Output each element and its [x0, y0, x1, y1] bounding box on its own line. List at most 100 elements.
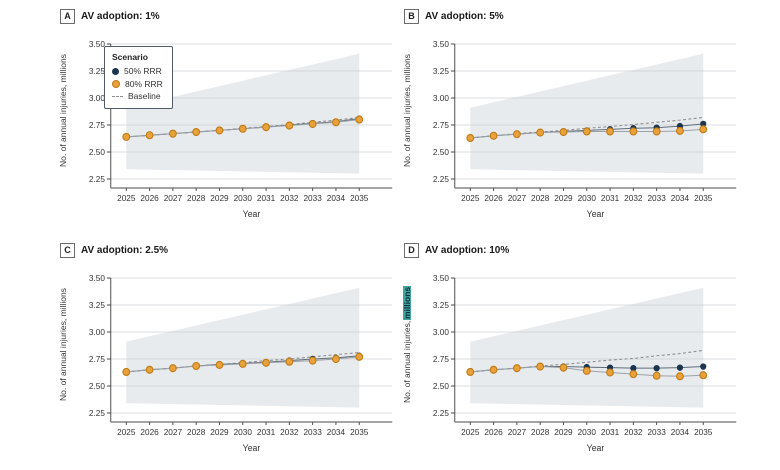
- y-axis-tick-label: 2.75: [433, 120, 449, 130]
- panel-b: B AV adoption: 5% No. of annual injuries…: [400, 6, 748, 228]
- data-point-80rrr: [582, 366, 591, 375]
- x-axis-tick-label: 2027: [508, 193, 527, 203]
- chart-canvas-a: 3.50 3.25 3.00 2.75 2.50 2.25 2025 2026 2027 2028…: [89, 39, 393, 219]
- data-point-80rrr: [168, 364, 177, 373]
- data-point-80rrr: [192, 361, 201, 371]
- panel-header: A AV adoption: 1%: [60, 8, 404, 24]
- x-axis-tick-label: 2025: [117, 193, 136, 203]
- legend-label-80rrr: 80% RRR: [125, 78, 163, 89]
- y-axis-label: No. of annual injuries, millions: [56, 28, 70, 193]
- y-axis-tick-label: 2.50: [433, 147, 449, 157]
- legend-item-80rrr: 80% RRR: [112, 78, 163, 91]
- data-point-80rrr: [238, 359, 247, 368]
- y-axis-tick-label: 3.00: [89, 327, 105, 337]
- data-point-50rrr: [676, 364, 684, 371]
- data-point-80rrr: [606, 127, 614, 136]
- x-axis-tick-label: 2033: [647, 193, 666, 203]
- data-point-80rrr: [215, 360, 224, 369]
- data-point-80rrr: [559, 363, 568, 372]
- x-axis-tick-label: 2034: [327, 427, 346, 437]
- confidence-band: [126, 53, 360, 174]
- data-point-80rrr: [699, 125, 708, 134]
- x-axis-title: Year: [243, 209, 261, 219]
- x-axis-tick-label: 2029: [554, 427, 573, 437]
- x-axis-tick-label: 2032: [280, 427, 299, 437]
- x-axis-tick-label: 2032: [624, 193, 643, 203]
- y-axis-tick-label: 2.25: [89, 408, 105, 418]
- data-point-80rrr: [262, 123, 270, 132]
- data-point-80rrr: [122, 367, 131, 377]
- x-axis-title: Year: [587, 443, 605, 453]
- y-axis-tick-label: 3.50: [89, 39, 105, 49]
- y-axis-tick-label: 2.50: [433, 381, 449, 391]
- data-point-80rrr: [489, 365, 498, 374]
- x-axis-tick-label: 2025: [117, 427, 136, 437]
- x-axis-tick-label: 2028: [531, 193, 550, 203]
- legend-label-50rrr: 50% RRR: [124, 65, 162, 76]
- y-axis-tick-label: 3.50: [89, 273, 105, 283]
- data-point-80rrr: [262, 358, 270, 367]
- x-axis-title: Year: [587, 209, 605, 219]
- data-point-80rrr: [536, 128, 545, 137]
- x-axis-tick-label: 2032: [624, 427, 643, 437]
- x-axis-tick-label: 2026: [484, 427, 503, 437]
- y-axis-tick-label: 2.25: [89, 174, 105, 184]
- data-point-80rrr: [355, 352, 364, 361]
- legend-item-baseline: Baseline: [112, 90, 163, 103]
- x-axis-tick-label: 2032: [280, 193, 299, 203]
- legend-marker-baseline-icon: [112, 96, 123, 98]
- panel-title: AV adoption: 2.5%: [81, 244, 169, 256]
- panel-header: D AV adoption: 10%: [404, 242, 748, 258]
- data-point-80rrr: [466, 133, 475, 143]
- legend-title: Scenario: [112, 52, 148, 62]
- legend-marker-80rrr-icon: [112, 79, 120, 88]
- x-axis-tick-label: 2033: [647, 427, 666, 437]
- x-axis-tick-label: 2035: [350, 193, 369, 203]
- y-axis-tick-label: 2.75: [89, 120, 105, 130]
- panel-title: AV adoption: 1%: [81, 10, 160, 22]
- x-axis-tick-label: 2030: [234, 427, 253, 437]
- data-point-80rrr: [238, 124, 247, 133]
- x-axis-tick-label: 2025: [461, 427, 480, 437]
- data-point-80rrr: [582, 127, 591, 136]
- panel-letter-badge: D: [404, 242, 419, 258]
- data-point-80rrr: [466, 367, 475, 377]
- y-axis-tick-label: 3.25: [433, 300, 449, 310]
- x-axis-tick-label: 2034: [671, 427, 690, 437]
- y-axis-label-text: No. of annual injuries, millions: [401, 54, 412, 167]
- y-axis-tick-label: 3.00: [433, 93, 449, 103]
- x-axis-tick-label: 2030: [578, 427, 597, 437]
- x-axis-tick-label: 2031: [257, 427, 276, 437]
- data-point-80rrr: [536, 362, 545, 371]
- x-axis-tick-label: 2033: [303, 193, 322, 203]
- y-axis-tick-label: 3.00: [89, 93, 105, 103]
- data-point-80rrr: [355, 115, 364, 124]
- data-point-50rrr: [700, 120, 707, 128]
- y-axis-label: No. of annual injuries, millions: [400, 262, 414, 427]
- y-axis-label-text: No. of annual injuries, millions: [57, 54, 68, 167]
- y-axis-label: No. of annual injuries, millions: [56, 262, 70, 427]
- y-axis-label-text: No. of annual injuries, millions: [57, 288, 68, 401]
- data-point-80rrr: [652, 127, 661, 136]
- data-point-80rrr: [629, 370, 638, 379]
- y-axis-tick-label: 2.75: [89, 354, 105, 364]
- confidence-band: [470, 53, 704, 174]
- y-axis-tick-label: 2.75: [433, 354, 449, 364]
- panel-a: A AV adoption: 1% No. of annual injuries…: [56, 6, 404, 228]
- x-axis-tick-label: 2030: [578, 193, 597, 203]
- x-axis-tick-label: 2029: [210, 193, 229, 203]
- data-point-80rrr: [285, 121, 294, 130]
- x-axis-tick-label: 2035: [694, 427, 713, 437]
- x-axis-tick-label: 2028: [187, 193, 206, 203]
- data-point-80rrr: [285, 357, 294, 366]
- y-axis-label: No. of annual injuries, millions: [400, 28, 414, 193]
- data-point-80rrr: [145, 365, 154, 374]
- confidence-band: [470, 287, 704, 408]
- panel-letter-badge: A: [60, 8, 75, 24]
- y-axis-tick-label: 3.25: [433, 66, 449, 76]
- x-axis-tick-label: 2033: [303, 427, 322, 437]
- chart-area: No. of annual injuries, millions 3.50 3.2…: [400, 262, 748, 462]
- x-axis-tick-label: 2029: [554, 193, 573, 203]
- data-point-80rrr: [122, 132, 131, 141]
